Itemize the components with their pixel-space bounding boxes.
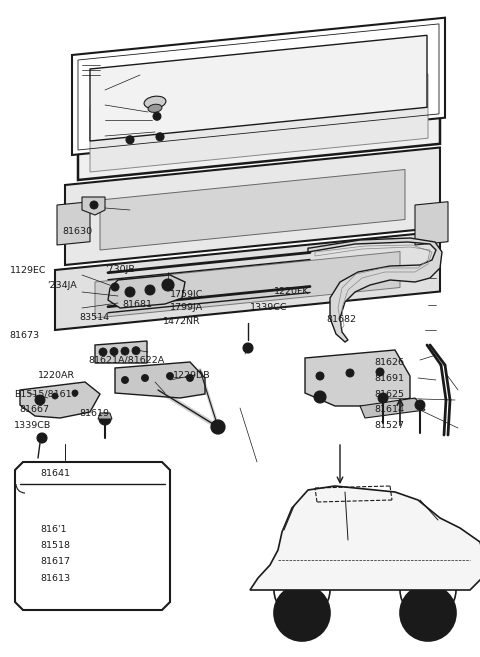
Text: 81641: 81641: [41, 468, 71, 478]
Polygon shape: [20, 382, 100, 418]
Text: 81667: 81667: [19, 405, 49, 415]
Circle shape: [121, 376, 129, 384]
Circle shape: [72, 390, 78, 396]
Text: 816'1: 816'1: [41, 525, 67, 534]
Circle shape: [132, 347, 140, 355]
Circle shape: [52, 393, 58, 399]
Text: 81527: 81527: [374, 421, 404, 430]
Text: 1339CC: 1339CC: [250, 303, 287, 312]
Circle shape: [415, 400, 425, 410]
Text: 1220AR: 1220AR: [38, 371, 75, 380]
Text: 1799JA: 1799JA: [170, 303, 204, 312]
Polygon shape: [82, 197, 105, 215]
Circle shape: [378, 393, 388, 403]
Polygon shape: [78, 64, 440, 180]
Circle shape: [215, 424, 221, 430]
Circle shape: [121, 347, 129, 355]
Circle shape: [346, 369, 354, 377]
Circle shape: [145, 285, 155, 295]
Circle shape: [153, 112, 161, 120]
Text: 81621A/81622A: 81621A/81622A: [89, 355, 165, 365]
Text: 81614: 81614: [374, 405, 404, 415]
Text: '234JA: '234JA: [47, 281, 77, 290]
Text: 83514: 83514: [79, 313, 109, 323]
Text: 81613: 81613: [41, 574, 71, 583]
Polygon shape: [55, 231, 440, 330]
Circle shape: [35, 395, 45, 405]
Text: 81630: 81630: [62, 227, 93, 236]
Circle shape: [376, 368, 384, 376]
Circle shape: [165, 282, 171, 288]
Circle shape: [125, 287, 135, 297]
Text: B1515/81616: B1515/81616: [14, 390, 78, 399]
Text: 81619: 81619: [79, 409, 109, 419]
Polygon shape: [108, 275, 185, 308]
Text: 1759JC: 1759JC: [170, 290, 204, 299]
Polygon shape: [360, 398, 425, 418]
Polygon shape: [57, 202, 90, 245]
Circle shape: [317, 394, 323, 399]
Circle shape: [142, 374, 148, 382]
Circle shape: [162, 279, 174, 291]
Circle shape: [420, 605, 436, 621]
Polygon shape: [15, 462, 170, 610]
Circle shape: [406, 591, 450, 635]
Text: 1472NR: 1472NR: [163, 317, 201, 327]
Polygon shape: [115, 362, 205, 398]
Polygon shape: [90, 35, 427, 141]
Polygon shape: [305, 350, 410, 406]
Circle shape: [156, 133, 164, 141]
Text: 1129EC: 1129EC: [10, 266, 46, 275]
Polygon shape: [100, 170, 405, 250]
Text: 1220FK: 1220FK: [274, 287, 309, 296]
Circle shape: [316, 372, 324, 380]
Polygon shape: [98, 413, 112, 419]
Circle shape: [126, 136, 134, 144]
Circle shape: [243, 343, 253, 353]
Circle shape: [274, 585, 330, 641]
Polygon shape: [415, 202, 448, 245]
Polygon shape: [65, 148, 440, 265]
Text: 1229DB: 1229DB: [173, 371, 210, 380]
Circle shape: [211, 420, 225, 434]
Polygon shape: [90, 74, 428, 172]
Circle shape: [37, 433, 47, 443]
Circle shape: [280, 591, 324, 635]
Circle shape: [167, 373, 173, 380]
Text: 81691: 81691: [374, 374, 404, 383]
Circle shape: [99, 413, 111, 425]
Circle shape: [294, 605, 310, 621]
Text: 81625: 81625: [374, 390, 404, 399]
Circle shape: [90, 201, 98, 209]
Circle shape: [400, 585, 456, 641]
Circle shape: [99, 348, 107, 356]
Text: 81673: 81673: [10, 330, 40, 340]
Ellipse shape: [144, 96, 166, 108]
Text: 81681: 81681: [122, 300, 153, 309]
Polygon shape: [308, 238, 442, 342]
Circle shape: [314, 391, 326, 403]
Polygon shape: [95, 252, 400, 318]
Text: 81518: 81518: [41, 541, 71, 551]
Polygon shape: [95, 341, 147, 363]
Text: 81682: 81682: [326, 315, 356, 324]
Text: 81626: 81626: [374, 358, 404, 367]
Text: 1339CB: 1339CB: [14, 421, 52, 430]
Circle shape: [111, 283, 119, 291]
Circle shape: [187, 374, 193, 382]
Polygon shape: [72, 18, 445, 155]
Ellipse shape: [148, 104, 162, 112]
Polygon shape: [250, 486, 480, 590]
Text: '730JB: '730JB: [106, 265, 135, 274]
Circle shape: [110, 348, 118, 355]
Text: 81617: 81617: [41, 557, 71, 566]
